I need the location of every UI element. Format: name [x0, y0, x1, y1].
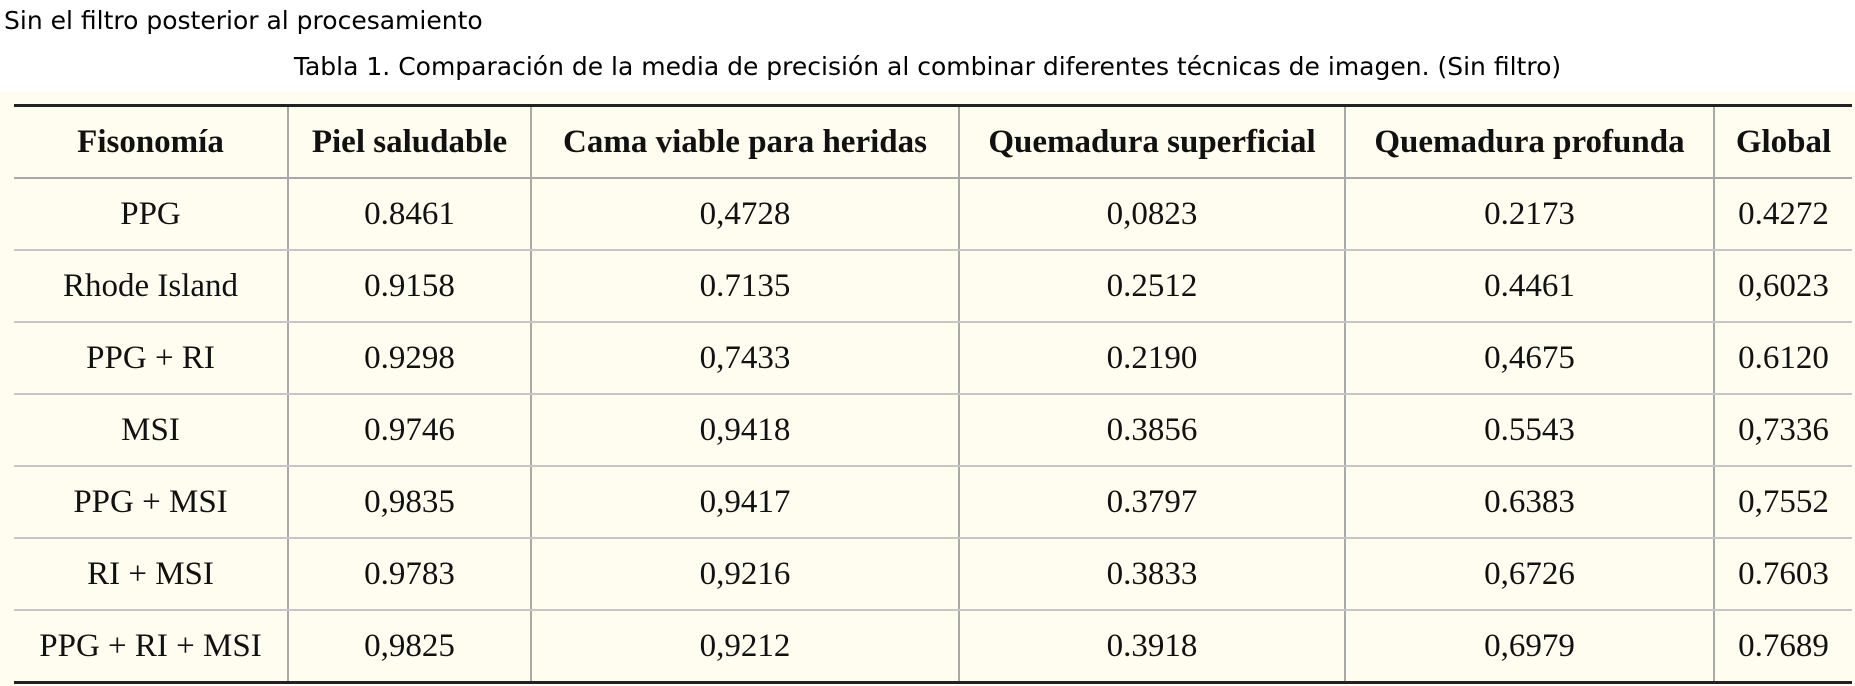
table-row: PPG + RI 0.9298 0,7433 0.2190 0,4675 0.6…	[14, 322, 1852, 395]
table-cell: 0.3797	[958, 466, 1345, 539]
table-container: Fisonomía Piel saludable Cama viable par…	[0, 92, 1855, 686]
header-global: Global	[1713, 105, 1852, 179]
table-caption: Tabla 1. Comparación de la media de prec…	[293, 52, 1562, 81]
table-cell: RI + MSI	[14, 538, 288, 611]
table-cell: 0.3918	[958, 610, 1345, 684]
table-cell: 0.7135	[530, 250, 959, 323]
table-cell: PPG	[14, 178, 288, 251]
table-cell: PPG + RI	[14, 322, 288, 395]
table-cell: 0.2190	[958, 322, 1345, 395]
results-table: Fisonomía Piel saludable Cama viable par…	[14, 104, 1852, 684]
table-cell: 0.7689	[1713, 610, 1852, 684]
table-cell: 0.4461	[1344, 250, 1714, 323]
header-quemadura-profunda: Quemadura profunda	[1344, 105, 1714, 179]
table-cell: 0,7433	[530, 322, 959, 395]
table-cell: PPG + RI + MSI	[14, 610, 288, 684]
table-cell: 0.2512	[958, 250, 1345, 323]
header-piel-saludable: Piel saludable	[287, 105, 531, 179]
table-cell: MSI	[14, 394, 288, 467]
table-row: PPG 0.8461 0,4728 0,0823 0.2173 0.4272	[14, 178, 1852, 251]
table-cell: 0.9783	[287, 538, 531, 611]
table-cell: 0,4728	[530, 178, 959, 251]
section-heading: Sin el filtro posterior al procesamiento	[4, 6, 483, 35]
table-cell: 0,6979	[1344, 610, 1714, 684]
table-cell: 0,9825	[287, 610, 531, 684]
header-fisonomia: Fisonomía	[14, 105, 288, 179]
table-row: PPG + RI + MSI 0,9825 0,9212 0.3918 0,69…	[14, 610, 1852, 684]
table-cell: 0.3856	[958, 394, 1345, 467]
table-cell: 0.9746	[287, 394, 531, 467]
table-cell: 0.9298	[287, 322, 531, 395]
table-cell: 0.7603	[1713, 538, 1852, 611]
table-cell: 0,6023	[1713, 250, 1852, 323]
table-cell: 0.4272	[1713, 178, 1852, 251]
table-cell: 0,9418	[530, 394, 959, 467]
table-cell: 0,7552	[1713, 466, 1852, 539]
table-cell: PPG + MSI	[14, 466, 288, 539]
table-row: Rhode Island 0.9158 0.7135 0.2512 0.4461…	[14, 250, 1852, 323]
table-cell: 0,9216	[530, 538, 959, 611]
table-cell: 0.5543	[1344, 394, 1714, 467]
header-cama-viable: Cama viable para heridas	[530, 105, 959, 179]
table-cell: 0.6120	[1713, 322, 1852, 395]
table-cell: 0.3833	[958, 538, 1345, 611]
table-cell: 0.2173	[1344, 178, 1714, 251]
table-cell: 0.8461	[287, 178, 531, 251]
table-cell: 0,9835	[287, 466, 531, 539]
table-cell: 0,0823	[958, 178, 1345, 251]
table-row: MSI 0.9746 0,9418 0.3856 0.5543 0,7336	[14, 394, 1852, 467]
table-row: RI + MSI 0.9783 0,9216 0.3833 0,6726 0.7…	[14, 538, 1852, 611]
table-cell: Rhode Island	[14, 250, 288, 323]
table-cell: 0,7336	[1713, 394, 1852, 467]
table-header-row: Fisonomía Piel saludable Cama viable par…	[14, 105, 1852, 179]
header-quemadura-superficial: Quemadura superficial	[958, 105, 1345, 179]
table-cell: 0,9212	[530, 610, 959, 684]
table-cell: 0,4675	[1344, 322, 1714, 395]
table-cell: 0,6726	[1344, 538, 1714, 611]
table-cell: 0.9158	[287, 250, 531, 323]
table-row: PPG + MSI 0,9835 0,9417 0.3797 0.6383 0,…	[14, 466, 1852, 539]
table-cell: 0,9417	[530, 466, 959, 539]
table-cell: 0.6383	[1344, 466, 1714, 539]
